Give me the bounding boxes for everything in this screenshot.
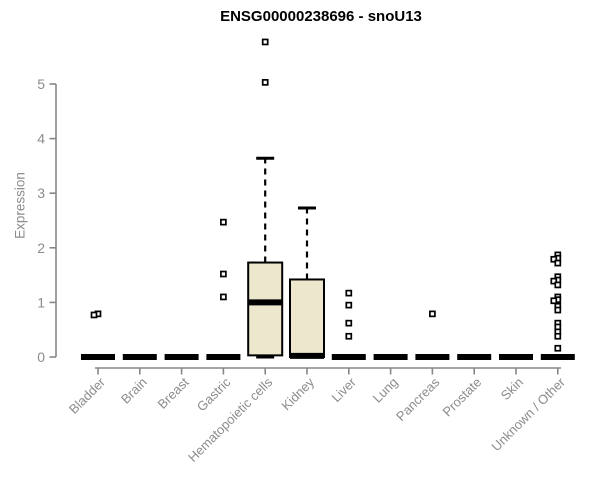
y-tick-label: 2 — [37, 240, 45, 256]
x-tick-label-breast: Breast — [155, 374, 192, 411]
outlier-point — [550, 297, 558, 305]
x-tick-label-prostate: Prostate — [439, 375, 484, 420]
outlier-point — [345, 289, 353, 297]
x-tick-label-skin: Skin — [498, 375, 526, 403]
boxplot-hematopoietic-cells — [247, 38, 284, 359]
boxplot-unknown-other — [540, 251, 575, 360]
outlier-point — [550, 255, 558, 263]
boxplot-kidney — [289, 206, 325, 359]
x-tick-label-brain: Brain — [118, 375, 150, 407]
y-tick-label: 1 — [37, 294, 45, 310]
outlier-point — [554, 306, 562, 314]
x-tick-label-liver: Liver — [328, 374, 359, 405]
outlier-point — [550, 277, 558, 285]
iqr-box — [289, 278, 325, 358]
boxplot-liver — [331, 289, 366, 360]
outlier-point — [345, 319, 353, 327]
outlier-point — [554, 344, 562, 352]
outlier-point — [554, 259, 562, 267]
x-tick-label-gastric: Gastric — [194, 374, 234, 414]
outlier-point — [261, 79, 269, 86]
x-tick-label-bladder: Bladder — [66, 374, 109, 417]
outlier-point — [90, 311, 98, 319]
outlier-point — [345, 301, 353, 309]
boxplot-pancreas — [415, 310, 450, 360]
x-tick-label-unknown-other: Unknown / Other — [488, 374, 568, 454]
boxplot-bladder — [81, 310, 115, 360]
y-tick-label: 4 — [37, 131, 45, 147]
x-tick-label-kidney: Kidney — [278, 374, 317, 413]
x-tick-label-pancreas: Pancreas — [393, 374, 443, 424]
x-tick-label-lung: Lung — [370, 375, 401, 406]
outlier-point — [554, 332, 562, 340]
y-tick-label: 0 — [37, 349, 45, 365]
outlier-point — [220, 218, 227, 226]
iqr-box — [247, 261, 284, 357]
chart-title: ENSG00000238696 - snoU13 — [220, 8, 422, 25]
outlier-point — [429, 310, 436, 318]
y-axis: 0 1 2 3 4 5 — [37, 76, 57, 365]
boxplot-gastric — [206, 218, 241, 360]
outlier-point — [554, 281, 562, 289]
outlier-point — [220, 293, 227, 301]
y-tick-label: 3 — [37, 185, 45, 201]
outlier-point — [261, 38, 269, 46]
outlier-point — [220, 270, 227, 278]
y-tick-label: 5 — [37, 76, 45, 92]
outlier-point — [345, 332, 353, 340]
